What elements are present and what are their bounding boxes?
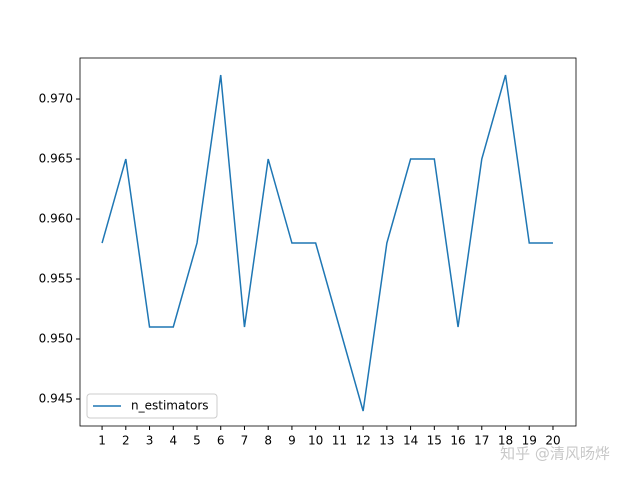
x-tick-label: 15 — [427, 434, 442, 448]
axes-frame — [79, 57, 577, 427]
y-tick-label: 0.955 — [39, 272, 73, 286]
x-tick-label: 7 — [241, 434, 249, 448]
x-tick-label: 2 — [122, 434, 130, 448]
y-tick-label: 0.970 — [39, 92, 73, 106]
y-tick-label: 0.960 — [39, 212, 73, 226]
x-tick-label: 17 — [474, 434, 489, 448]
x-tick-label: 1 — [98, 434, 106, 448]
x-tick-label: 10 — [308, 434, 323, 448]
y-tick-label: 0.950 — [39, 332, 73, 346]
x-tick-label: 9 — [288, 434, 296, 448]
legend-label: n_estimators — [131, 399, 209, 413]
x-tick-label: 3 — [146, 434, 154, 448]
x-tick-label: 14 — [403, 434, 418, 448]
legend-box — [86, 393, 218, 419]
x-tick-label: 4 — [169, 434, 177, 448]
line — [101, 74, 553, 412]
y-tick-label: 0.945 — [39, 392, 73, 406]
x-tick-label: 6 — [217, 434, 225, 448]
x-tick-label: 5 — [193, 434, 201, 448]
x-tick-label: 11 — [332, 434, 347, 448]
x-tick-label: 19 — [522, 434, 537, 448]
y-tick-label: 0.965 — [39, 152, 73, 166]
x-tick-label: 16 — [450, 434, 465, 448]
watermark: 知乎 @清风旸烨 — [500, 445, 610, 463]
x-tick-label: 8 — [264, 434, 272, 448]
x-tick-label: 13 — [379, 434, 394, 448]
x-tick-label: 12 — [355, 434, 370, 448]
x-tick-label: 18 — [498, 434, 513, 448]
x-tick-label: 20 — [545, 434, 560, 448]
